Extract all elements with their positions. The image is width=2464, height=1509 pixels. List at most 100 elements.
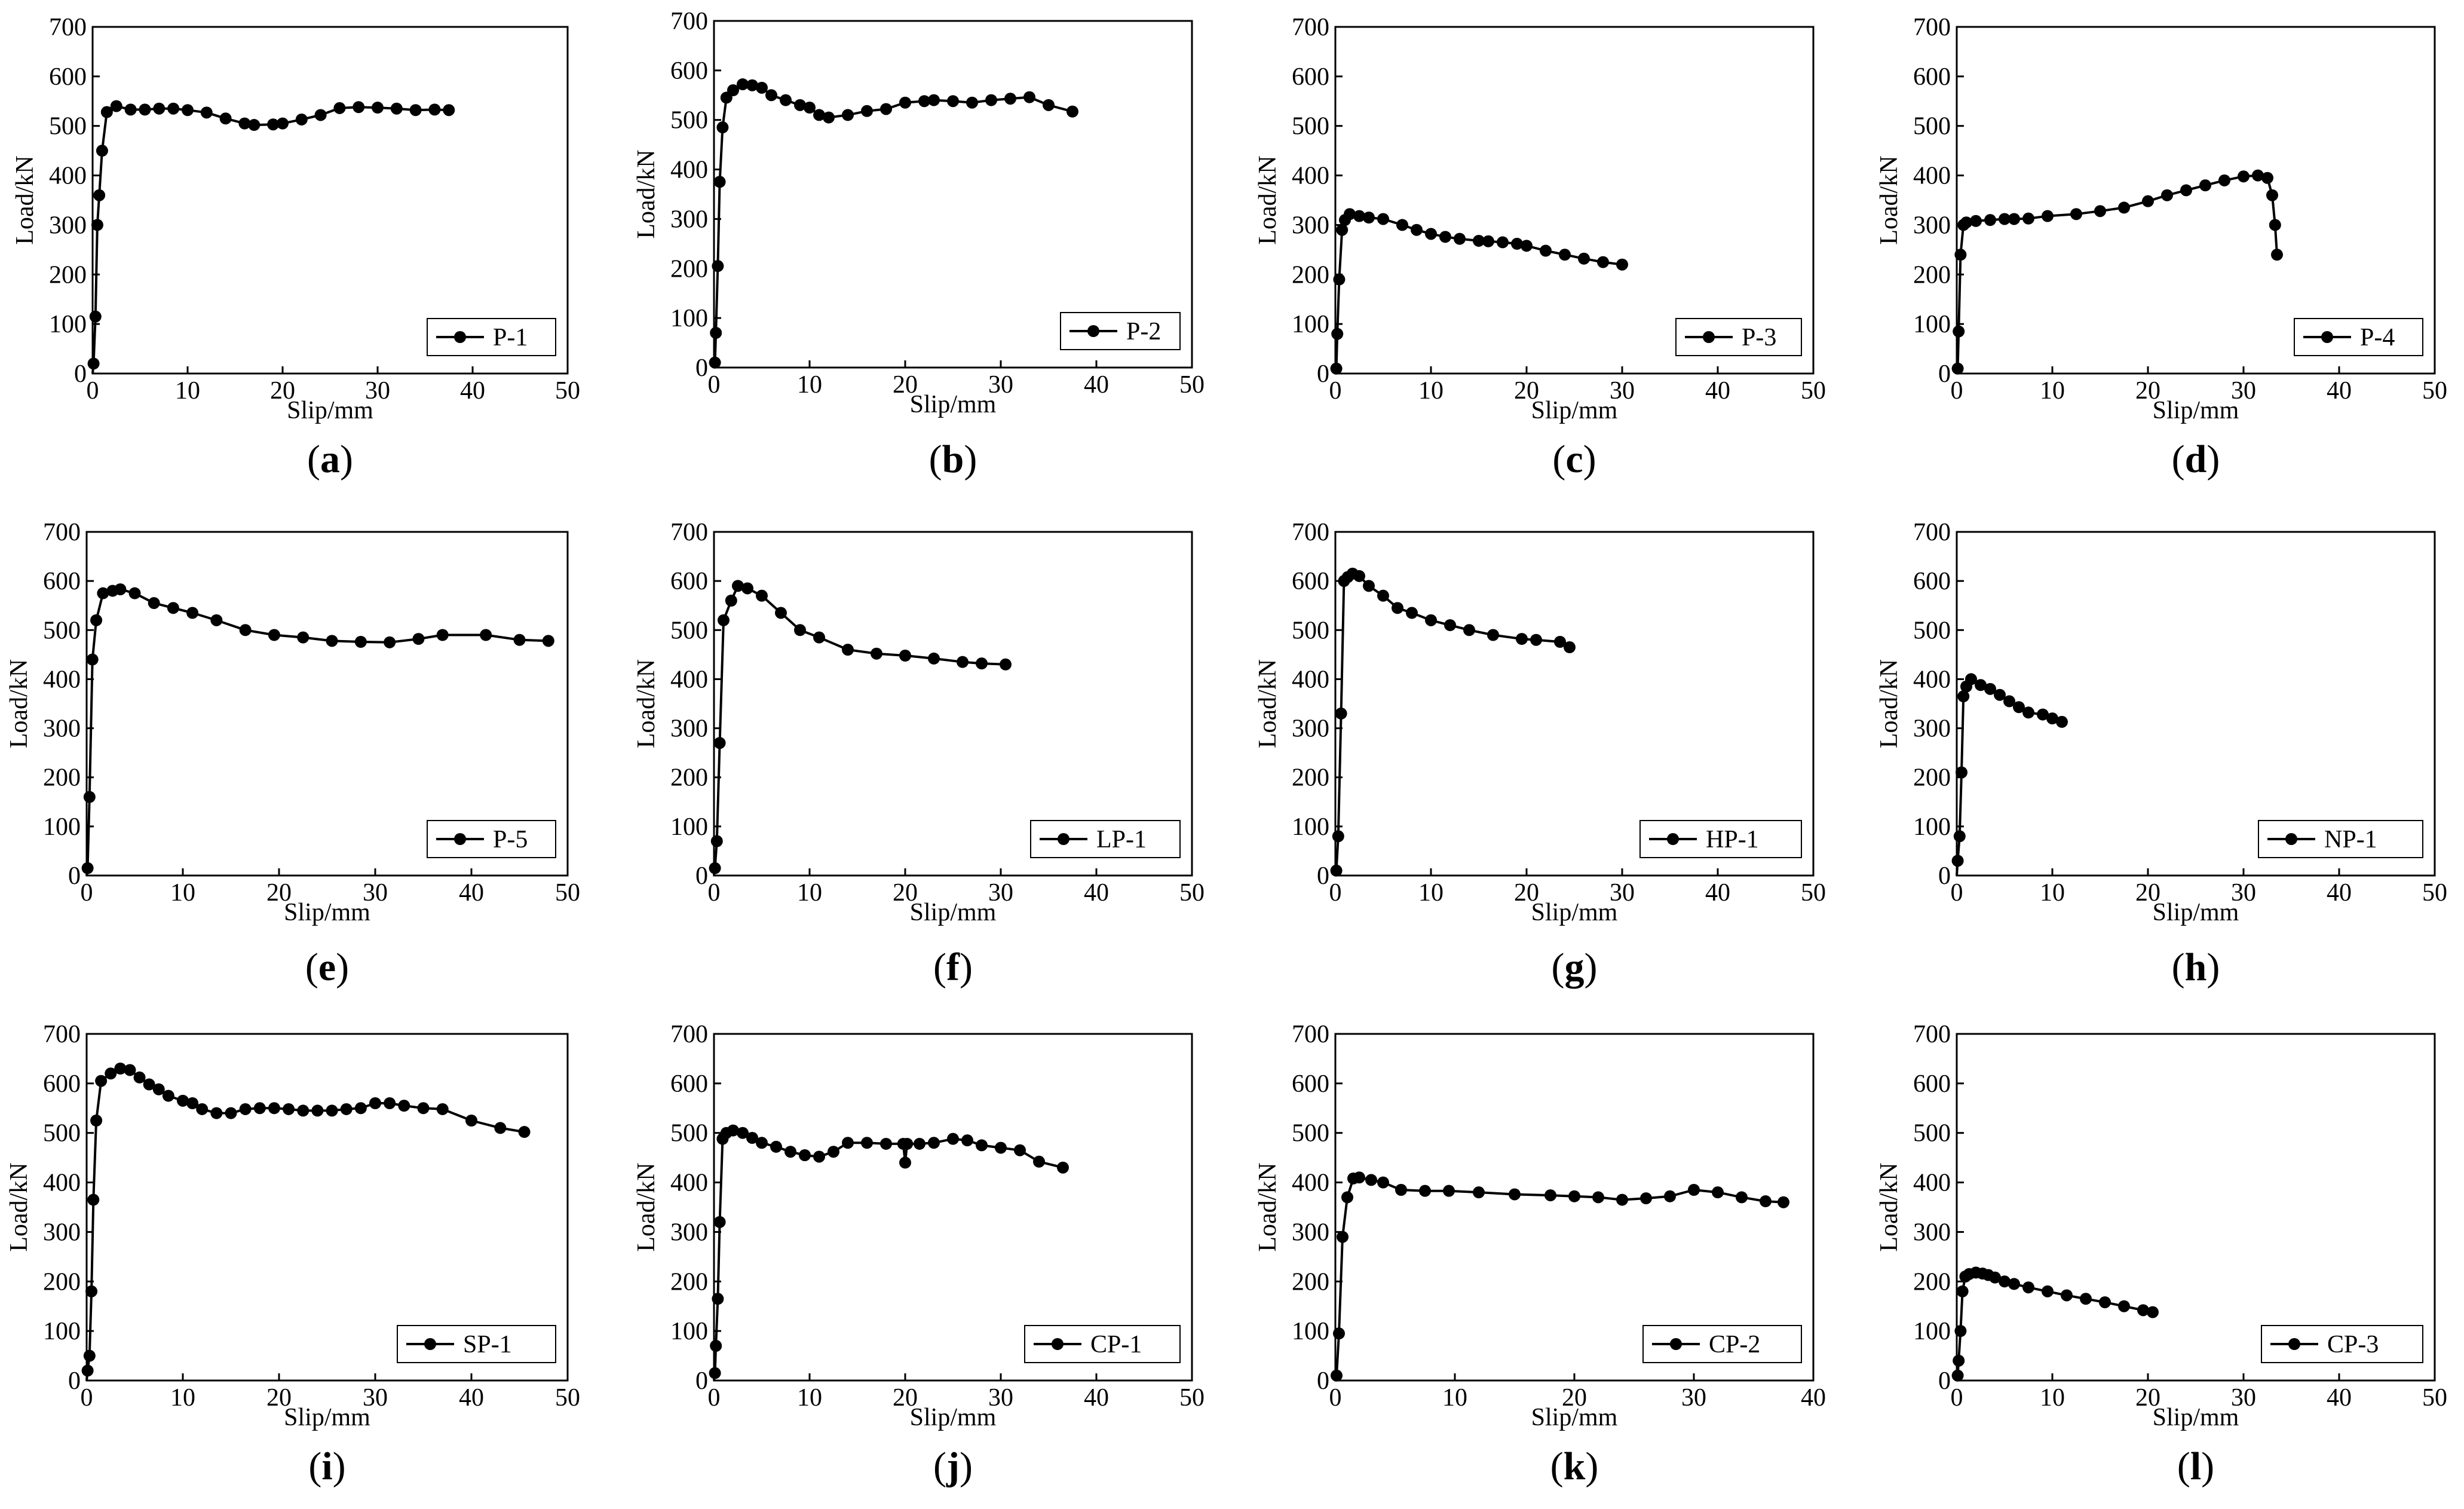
panel-label: (k) [1550,1444,1599,1488]
x-tick-label: 0 [1329,879,1342,907]
data-point [2137,1304,2149,1317]
data-point [914,1137,925,1150]
data-point [1333,273,1346,286]
x-tick-label: 10 [175,377,200,405]
legend-label: P-3 [1742,324,1776,351]
y-tick-label: 600 [1292,568,1329,595]
x-tick-label: 0 [1329,1384,1342,1412]
data-point [177,1094,189,1107]
data-point [152,1083,165,1095]
y-tick-label: 100 [1913,1318,1951,1345]
data-point [1331,327,1344,340]
data-point [799,1149,811,1161]
data-point [918,95,930,108]
data-point [765,89,777,102]
y-tick-label: 0 [1317,360,1329,388]
data-point [83,1349,96,1362]
x-tick-label: 30 [2231,1384,2256,1412]
y-tick-label: 600 [1292,63,1329,91]
x-tick-label: 10 [2040,1384,2065,1412]
series-line-cp-1 [713,1129,1064,1381]
data-point [186,607,199,619]
y-tick-label: 400 [1913,666,1951,693]
data-point [238,117,251,130]
data-point [1554,636,1566,648]
data-point [1336,224,1349,236]
data-point [277,117,289,130]
data-point [1953,1354,1965,1367]
data-point [2046,712,2058,725]
y-tick-label: 300 [1913,1219,1951,1246]
y-tick-label: 100 [1292,813,1329,841]
data-point [89,310,102,323]
x-tick-label: 40 [459,879,484,907]
chart-panel-k: 0 10 20 30 400100200300400500600700Slip/mmLo… [1254,1021,1826,1488]
data-point [239,624,252,636]
data-point [2099,1296,2111,1309]
data-point [219,112,232,125]
x-tick-label: 10 [2040,377,2065,405]
data-point [1509,1188,1521,1201]
y-tick-label: 300 [49,212,87,239]
x-tick-label: 50 [2422,1384,2447,1412]
y-tick-label: 200 [43,764,81,792]
y-tick-label: 100 [49,311,87,338]
chart-panel-a: 0 10 20 30 40 500100200300400500600700Slip/mm… [11,14,580,481]
x-tick-label: 50 [1801,377,1826,405]
data-point [961,1134,973,1147]
y-tick-label: 700 [670,8,708,35]
x-tick-label: 20 [266,879,292,907]
y-tick-label: 0 [1938,862,1951,890]
data-point [928,652,940,665]
y-tick-label: 500 [49,113,87,140]
y-tick-label: 600 [1913,568,1951,595]
x-tick-label: 40 [1084,1384,1109,1412]
data-point [780,94,792,106]
y-axis-label: Load/kN [1875,155,1903,244]
data-point [210,1107,223,1119]
data-point [712,260,724,273]
legend-marker [1058,833,1069,845]
y-tick-label: 500 [1292,617,1329,644]
data-point [2042,1285,2054,1297]
plot-frame [85,1033,569,1382]
y-tick-label: 500 [670,107,708,134]
y-tick-label: 0 [74,360,87,388]
y-axis-label: Load/kN [5,659,33,748]
legend-label: CP-2 [1709,1331,1760,1358]
data-point [2061,1289,2073,1302]
data-point [90,614,103,626]
x-axis-label: Slip/mm [910,1404,997,1431]
y-tick-label: 100 [1913,311,1951,338]
legend-label: P-2 [1126,318,1161,345]
x-tick-label: 10 [797,371,822,399]
x-tick-label: 40 [1084,879,1109,907]
y-tick-label: 0 [1317,1367,1329,1395]
data-point [947,1132,959,1145]
data-point [428,103,441,116]
y-tick-label: 400 [1292,666,1329,693]
x-axis-label: Slip/mm [284,1404,370,1431]
y-tick-label: 200 [670,1268,708,1296]
data-point [756,81,768,94]
plot-frame [713,531,1193,877]
data-point [756,589,768,602]
data-point [283,1103,295,1115]
data-point [1736,1191,1748,1204]
data-point [737,1127,749,1139]
data-point [713,1216,726,1228]
plot-frame [1956,1033,2436,1382]
data-point [2238,170,2250,183]
data-point [1365,1174,1377,1186]
data-point [966,96,978,109]
data-point [828,1146,839,1158]
data-point [804,102,816,114]
data-point [770,1140,782,1153]
data-point [1954,1325,1967,1337]
data-point [823,111,835,124]
data-point [727,1124,739,1137]
data-point [1377,589,1389,602]
data-point [1957,690,1970,703]
data-point [1984,682,1996,695]
